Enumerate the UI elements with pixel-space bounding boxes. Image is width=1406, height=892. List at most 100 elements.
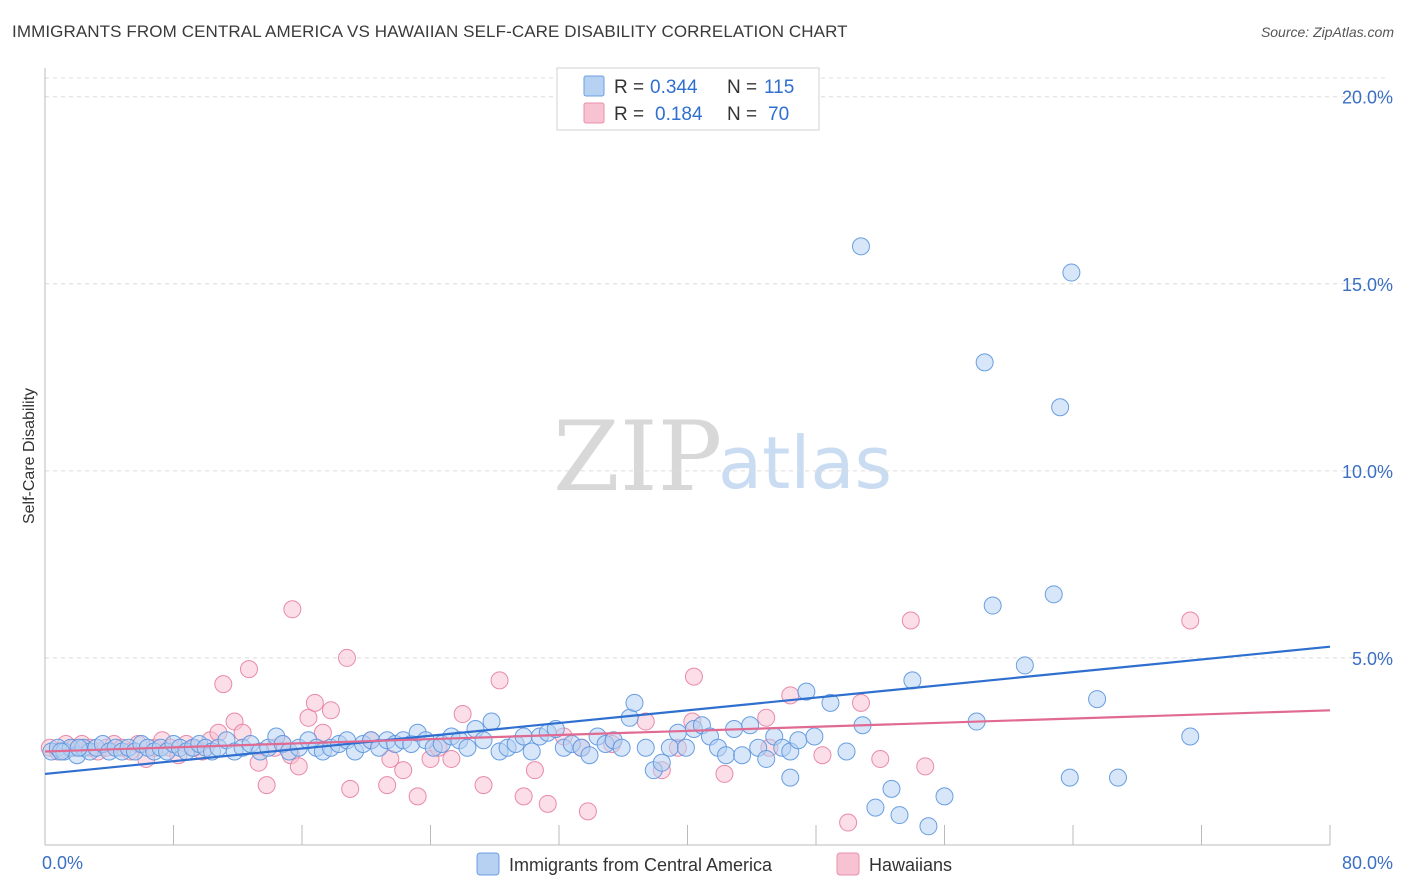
x-tick-label-min: 0.0% xyxy=(42,853,83,873)
legend-swatch-pink xyxy=(583,102,605,124)
data-point xyxy=(453,705,472,724)
chart-title: IMMIGRANTS FROM CENTRAL AMERICA VS HAWAI… xyxy=(12,22,848,41)
data-point xyxy=(1060,768,1079,787)
data-point xyxy=(903,671,922,690)
data-point xyxy=(660,738,679,757)
legend-r-value: 0.184 xyxy=(655,104,703,125)
data-point xyxy=(1108,768,1127,787)
data-point xyxy=(805,727,824,746)
data-point xyxy=(378,776,397,795)
legend-r-value: 0.344 xyxy=(650,77,698,98)
data-point xyxy=(839,813,858,832)
y-tick-label: 15.0% xyxy=(1342,275,1393,295)
legend-swatch-blue xyxy=(583,75,605,97)
data-point xyxy=(299,708,318,727)
data-point xyxy=(851,237,870,256)
data-point xyxy=(69,738,88,757)
data-point xyxy=(442,749,461,768)
data-point xyxy=(408,787,427,806)
chart-source: Source: ZipAtlas.com xyxy=(1260,24,1394,40)
legend-n-value: 70 xyxy=(768,104,789,125)
correlation-legend: R = 0.344 N = 115 R = 0.184 N = 70 xyxy=(556,67,820,131)
data-point xyxy=(580,746,599,765)
data-point xyxy=(458,738,477,757)
data-point xyxy=(612,738,631,757)
data-point xyxy=(1088,690,1107,709)
data-point xyxy=(341,779,360,798)
legend-swatch-hawaiians xyxy=(836,852,860,876)
data-point xyxy=(871,749,890,768)
data-point xyxy=(652,753,671,772)
data-point xyxy=(757,749,776,768)
data-point xyxy=(636,738,655,757)
data-point xyxy=(337,648,356,667)
data-point xyxy=(305,693,324,712)
watermark-atlas: atlas xyxy=(718,421,892,505)
legend-n-label: N = xyxy=(727,77,757,98)
y-tick-label: 5.0% xyxy=(1352,649,1393,669)
data-point xyxy=(482,712,501,731)
data-point xyxy=(620,708,639,727)
legend-label-central-america: Immigrants from Central America xyxy=(509,855,773,875)
data-point xyxy=(733,746,752,765)
y-tick-label: 20.0% xyxy=(1342,88,1393,108)
data-point xyxy=(797,682,816,701)
data-point xyxy=(866,798,885,817)
x-tick-label-max: 80.0% xyxy=(1342,853,1393,873)
data-point xyxy=(919,817,938,836)
data-point xyxy=(935,787,954,806)
data-point xyxy=(1181,611,1200,630)
legend-r-label: R = xyxy=(614,104,644,125)
data-point xyxy=(901,611,920,630)
data-point xyxy=(684,667,703,686)
y-axis-label: Self-Care Disability xyxy=(21,388,38,524)
data-point xyxy=(837,742,856,761)
data-point xyxy=(289,757,308,776)
data-point xyxy=(717,746,736,765)
data-point xyxy=(813,746,832,765)
data-points xyxy=(40,237,1200,836)
data-point xyxy=(578,802,597,821)
data-point xyxy=(789,731,808,750)
data-point xyxy=(916,757,935,776)
watermark: ZIP atlas xyxy=(553,401,892,513)
data-point xyxy=(1062,263,1081,282)
y-tick-label: 10.0% xyxy=(1342,462,1393,482)
data-point xyxy=(890,806,909,825)
legend-n-label: N = xyxy=(727,104,757,125)
data-point xyxy=(538,794,557,813)
trend-line xyxy=(44,709,1331,753)
series-legend: Immigrants from Central America Hawaiian… xyxy=(476,852,952,876)
data-point xyxy=(514,787,533,806)
x-tick-labels: 0.0% 80.0% xyxy=(42,853,1393,873)
grid-lines xyxy=(45,77,1385,659)
data-point xyxy=(283,600,302,619)
y-tick-labels: 5.0% 10.0% 15.0% 20.0% xyxy=(1342,88,1393,669)
legend-n-value: 115 xyxy=(764,77,794,98)
axes xyxy=(44,68,1331,846)
data-point xyxy=(715,764,734,783)
trend-lines xyxy=(44,645,1331,776)
data-point xyxy=(474,776,493,795)
data-point xyxy=(522,742,541,761)
data-point xyxy=(975,353,994,372)
data-point xyxy=(851,693,870,712)
legend-r-label: R = xyxy=(614,77,644,98)
data-point xyxy=(490,671,509,690)
legend-label-hawaiians: Hawaiians xyxy=(869,855,952,875)
data-point xyxy=(239,660,258,679)
data-point xyxy=(757,708,776,727)
data-point xyxy=(321,701,340,720)
data-point xyxy=(741,716,760,735)
data-point xyxy=(882,779,901,798)
data-point xyxy=(525,761,544,780)
data-point xyxy=(781,768,800,787)
data-point xyxy=(821,693,840,712)
watermark-zip: ZIP xyxy=(553,401,722,513)
data-point xyxy=(394,761,413,780)
legend-swatch-central-america xyxy=(476,852,500,876)
data-point xyxy=(1044,585,1063,604)
data-point xyxy=(983,596,1002,615)
data-point xyxy=(668,723,687,742)
